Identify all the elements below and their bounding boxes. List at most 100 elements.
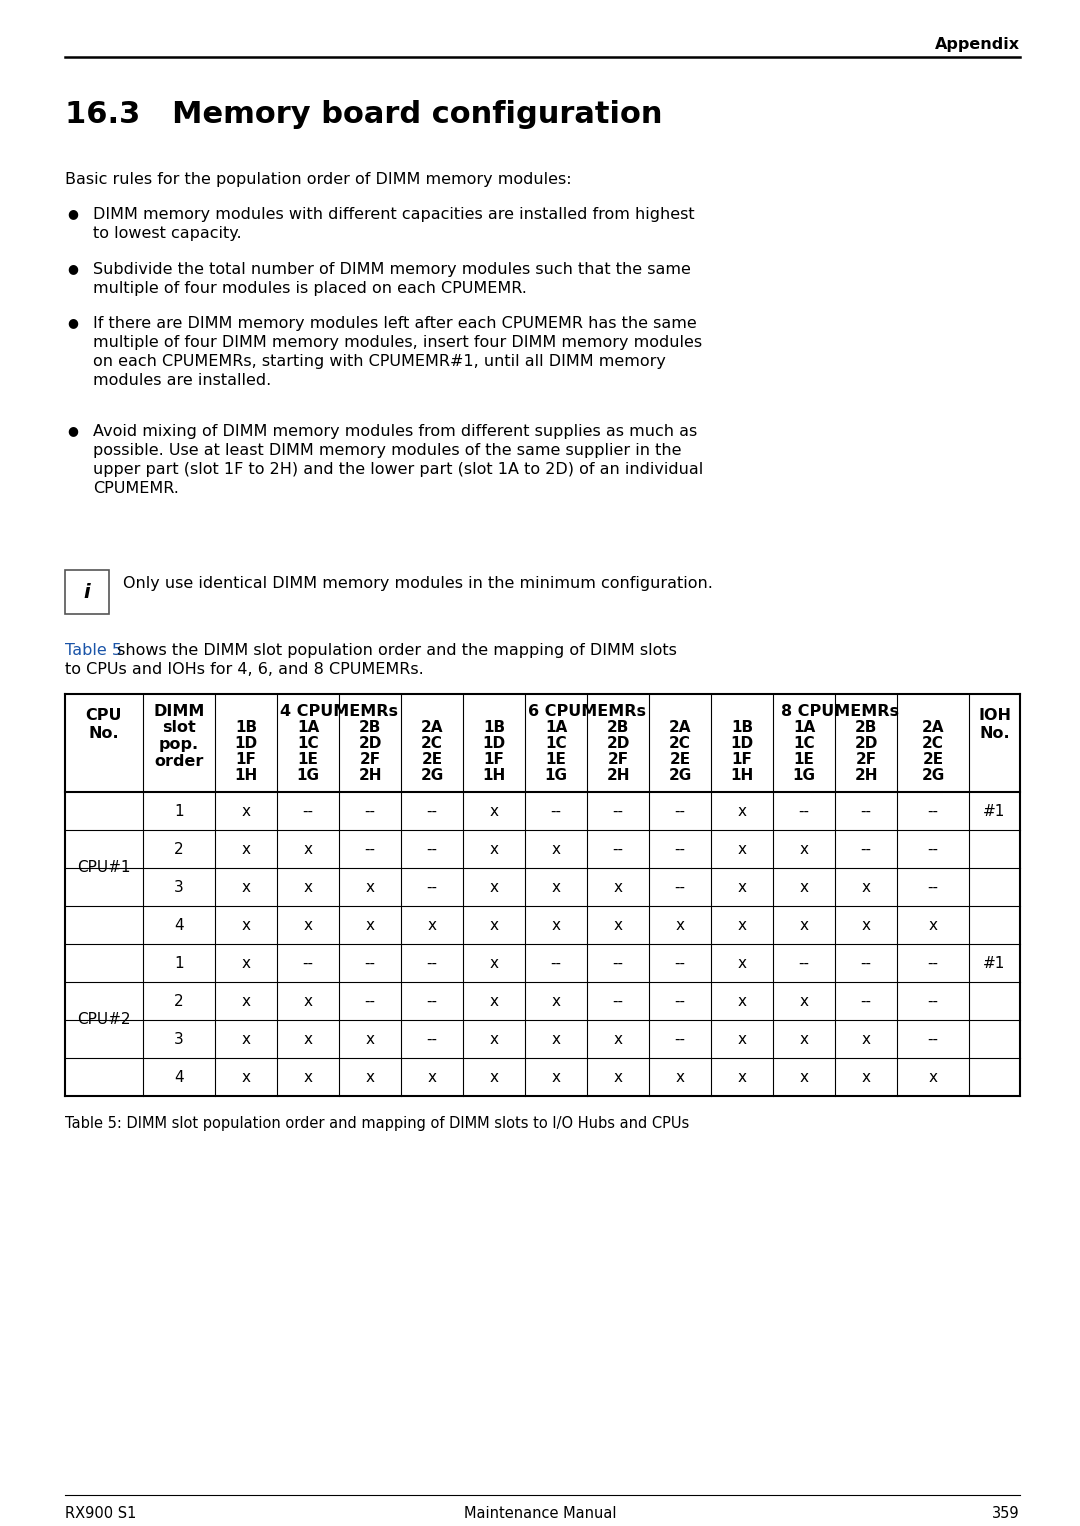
Text: 1: 1 xyxy=(174,804,184,818)
Text: x: x xyxy=(799,993,809,1009)
Text: 2D: 2D xyxy=(854,737,878,751)
Text: 1H: 1H xyxy=(234,769,258,783)
Text: No.: No. xyxy=(980,726,1010,742)
Text: 1D: 1D xyxy=(234,737,257,751)
Text: 2H: 2H xyxy=(359,769,381,783)
Text: x: x xyxy=(929,917,937,932)
Text: x: x xyxy=(489,1032,499,1047)
Text: 1E: 1E xyxy=(298,752,319,768)
Text: No.: No. xyxy=(89,726,119,742)
Text: order: order xyxy=(154,754,204,769)
Text: 1H: 1H xyxy=(730,769,754,783)
Text: 2B: 2B xyxy=(854,720,877,736)
Text: on each CPUMEMRs, starting with CPUMEMR#1, until all DIMM memory: on each CPUMEMRs, starting with CPUMEMR#… xyxy=(93,354,666,369)
Text: x: x xyxy=(738,841,746,856)
Text: 2B: 2B xyxy=(607,720,630,736)
Text: --: -- xyxy=(798,955,810,971)
Text: --: -- xyxy=(427,879,437,894)
Text: 1C: 1C xyxy=(297,737,319,751)
Bar xyxy=(65,694,1020,1096)
Bar xyxy=(65,571,109,613)
Text: x: x xyxy=(303,841,312,856)
Text: 1A: 1A xyxy=(545,720,567,736)
Text: x: x xyxy=(862,879,870,894)
Text: x: x xyxy=(428,1070,436,1085)
Text: 2F: 2F xyxy=(607,752,629,768)
Text: 1F: 1F xyxy=(484,752,504,768)
Text: 2A: 2A xyxy=(669,720,691,736)
Text: 1A: 1A xyxy=(793,720,815,736)
Text: modules are installed.: modules are installed. xyxy=(93,372,271,388)
Text: x: x xyxy=(799,1032,809,1047)
Text: Appendix: Appendix xyxy=(935,37,1020,52)
Text: --: -- xyxy=(798,804,810,818)
Text: --: -- xyxy=(302,804,313,818)
Text: x: x xyxy=(675,917,685,932)
Text: 2G: 2G xyxy=(669,769,691,783)
Text: 2H: 2H xyxy=(854,769,878,783)
Text: RX900 S1: RX900 S1 xyxy=(65,1506,136,1521)
Text: x: x xyxy=(738,917,746,932)
Text: --: -- xyxy=(928,993,939,1009)
Text: 2H: 2H xyxy=(606,769,630,783)
Text: pop.: pop. xyxy=(159,737,199,752)
Text: ●: ● xyxy=(67,316,78,330)
Text: 2E: 2E xyxy=(421,752,443,768)
Text: 4 CPUMEMRs: 4 CPUMEMRs xyxy=(280,703,399,719)
Text: --: -- xyxy=(928,804,939,818)
Text: x: x xyxy=(738,1032,746,1047)
Text: 2D: 2D xyxy=(606,737,630,751)
Text: to CPUs and IOHs for 4, 6, and 8 CPUMEMRs.: to CPUs and IOHs for 4, 6, and 8 CPUMEMR… xyxy=(65,662,423,678)
Text: 2B: 2B xyxy=(359,720,381,736)
Text: x: x xyxy=(242,917,251,932)
Text: --: -- xyxy=(427,841,437,856)
Text: x: x xyxy=(303,879,312,894)
Text: 1D: 1D xyxy=(730,737,754,751)
Text: 2E: 2E xyxy=(922,752,944,768)
Text: 6 CPUMEMRs: 6 CPUMEMRs xyxy=(528,703,646,719)
Text: x: x xyxy=(613,1032,622,1047)
Text: x: x xyxy=(242,955,251,971)
Text: --: -- xyxy=(675,804,686,818)
Text: to lowest capacity.: to lowest capacity. xyxy=(93,226,242,241)
Text: IOH: IOH xyxy=(978,708,1011,723)
Text: x: x xyxy=(489,993,499,1009)
Text: 2F: 2F xyxy=(360,752,380,768)
Text: x: x xyxy=(242,1032,251,1047)
Text: --: -- xyxy=(551,804,562,818)
Text: x: x xyxy=(303,1070,312,1085)
Text: x: x xyxy=(552,993,561,1009)
Text: 4: 4 xyxy=(174,917,184,932)
Text: --: -- xyxy=(861,804,872,818)
Text: #1: #1 xyxy=(983,955,1005,971)
Text: x: x xyxy=(489,955,499,971)
Text: --: -- xyxy=(427,955,437,971)
Text: x: x xyxy=(303,917,312,932)
Text: 2C: 2C xyxy=(670,737,691,751)
Text: CPUMEMR.: CPUMEMR. xyxy=(93,481,179,496)
Text: --: -- xyxy=(861,841,872,856)
Text: x: x xyxy=(365,1032,375,1047)
Text: x: x xyxy=(552,841,561,856)
Text: x: x xyxy=(242,879,251,894)
Text: #1: #1 xyxy=(983,804,1005,818)
Text: x: x xyxy=(303,1032,312,1047)
Text: x: x xyxy=(738,993,746,1009)
Text: 1B: 1B xyxy=(483,720,505,736)
Text: --: -- xyxy=(675,955,686,971)
Text: If there are DIMM memory modules left after each CPUMEMR has the same: If there are DIMM memory modules left af… xyxy=(93,316,697,331)
Text: --: -- xyxy=(365,841,376,856)
Text: ●: ● xyxy=(67,262,78,275)
Text: 2A: 2A xyxy=(421,720,443,736)
Text: CPU#2: CPU#2 xyxy=(78,1012,131,1027)
Text: x: x xyxy=(613,879,622,894)
Text: Table 5: Table 5 xyxy=(65,642,122,658)
Text: 2E: 2E xyxy=(670,752,690,768)
Text: x: x xyxy=(613,917,622,932)
Text: 2: 2 xyxy=(174,841,184,856)
Text: x: x xyxy=(489,1070,499,1085)
Text: x: x xyxy=(799,1070,809,1085)
Text: DIMM memory modules with different capacities are installed from highest: DIMM memory modules with different capac… xyxy=(93,208,694,221)
Text: 2C: 2C xyxy=(421,737,443,751)
Text: --: -- xyxy=(365,804,376,818)
